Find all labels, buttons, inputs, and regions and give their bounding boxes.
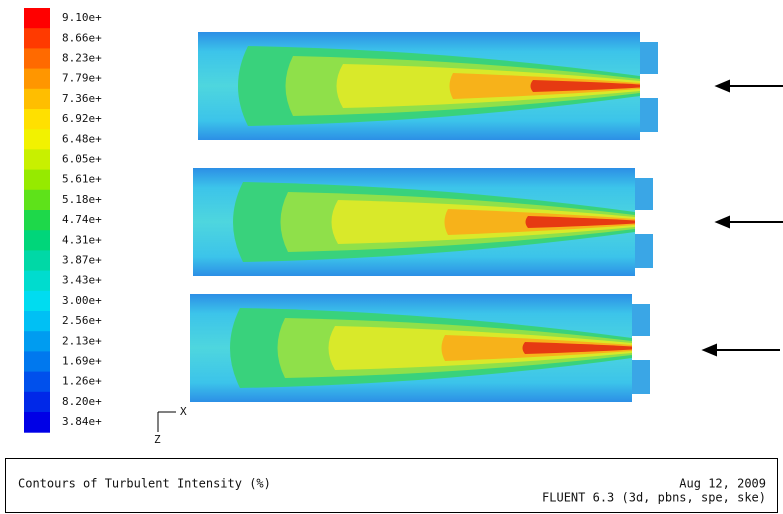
- color-swatch: [24, 311, 50, 332]
- contour-panel: [190, 294, 650, 402]
- footer-date: Aug 12, 2009: [679, 477, 766, 491]
- color-swatch: [24, 149, 50, 171]
- colorbar-label: 4.31e+: [62, 233, 102, 246]
- arrows: [701, 79, 783, 357]
- colorbar-label: 1.69e+: [62, 355, 102, 368]
- color-swatch: [24, 412, 50, 433]
- footer-solver: FLUENT 6.3 (3d, pbns, spe, ske): [542, 491, 766, 505]
- color-swatch: [24, 331, 50, 352]
- colorbar-label: 1.26e+: [62, 375, 102, 388]
- color-swatch: [24, 290, 50, 312]
- footer-title: Contours of Turbulent Intensity (%): [18, 477, 271, 491]
- color-swatch: [24, 391, 50, 413]
- arrow-head: [714, 79, 730, 93]
- color-swatch: [24, 189, 50, 211]
- colorbar-label: 9.10e+: [62, 11, 102, 24]
- color-swatch: [24, 169, 50, 191]
- color-swatch: [24, 129, 50, 150]
- arrow-head: [701, 343, 717, 357]
- contour-panel: [198, 32, 658, 140]
- colorbar: 9.10e+ 8.66e+ 8.23e+ 7.79e+ 7.36e+ 6.92e+ 6.48…: [24, 8, 102, 433]
- arrow-head: [714, 215, 730, 229]
- color-swatch: [24, 68, 50, 90]
- color-swatch: [24, 88, 50, 110]
- color-swatch: [24, 270, 50, 292]
- colorbar-label: 3.87e+: [62, 254, 102, 267]
- colorbar-label: 3.84e+: [62, 415, 102, 428]
- colorbar-label: 8.66e+: [62, 31, 102, 44]
- colorbar-label: 8.20e+: [62, 395, 102, 408]
- colorbar-label: 2.13e+: [62, 334, 102, 347]
- color-swatch: [24, 351, 50, 373]
- color-swatch: [24, 8, 50, 29]
- color-swatch: [24, 109, 50, 130]
- colorbar-label: 3.00e+: [62, 294, 102, 307]
- color-swatch: [24, 28, 50, 49]
- axis-triad: [157, 411, 176, 432]
- colorbar-label: 5.18e+: [62, 193, 102, 206]
- colorbar-label: 6.92e+: [62, 112, 102, 125]
- colorbar-label: 7.79e+: [62, 72, 102, 85]
- contour-panel: [193, 168, 653, 276]
- axis-label-x: X: [180, 405, 187, 418]
- color-swatch: [24, 48, 50, 70]
- colorbar-label: 6.05e+: [62, 153, 102, 166]
- colorbar-label: 5.61e+: [62, 173, 102, 186]
- colorbar-label: 6.48e+: [62, 132, 102, 145]
- color-swatch: [24, 250, 50, 272]
- colorbar-label: 4.74e+: [62, 213, 102, 226]
- color-swatch: [24, 210, 50, 231]
- colorbar-label: 2.56e+: [62, 314, 102, 327]
- colorbar-label: 3.43e+: [62, 274, 102, 287]
- colorbar-label: 7.36e+: [62, 92, 102, 105]
- colorbar-label: 8.23e+: [62, 52, 102, 65]
- color-swatch: [24, 230, 50, 251]
- footer-box: [5, 458, 778, 513]
- color-swatch: [24, 371, 50, 393]
- axis-label-z: Z: [154, 433, 161, 446]
